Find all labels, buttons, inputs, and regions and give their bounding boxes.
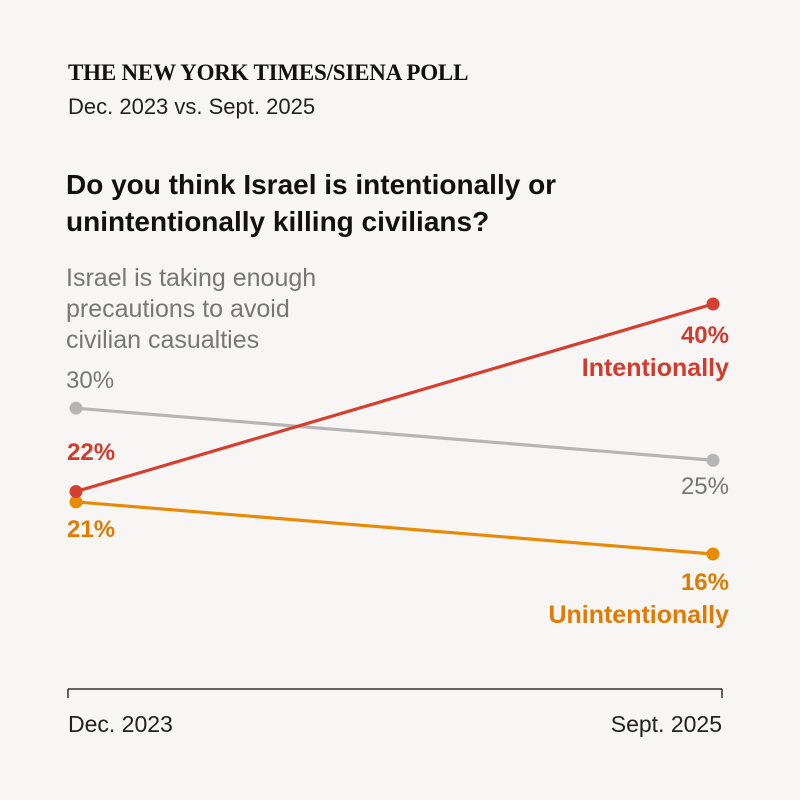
value-label-orange-start: 21% xyxy=(67,516,115,543)
data-point-red-1 xyxy=(706,297,720,311)
x-tick-label-dec-2023: Dec. 2023 xyxy=(68,711,173,737)
series-label-gray-line-3: civilian casualties xyxy=(66,326,259,354)
data-point-orange-1 xyxy=(706,547,720,561)
value-label-orange-end: 16% xyxy=(681,569,729,596)
data-point-gray-1 xyxy=(706,453,720,467)
series-line-gray xyxy=(74,406,715,462)
data-point-gray-0 xyxy=(69,401,83,415)
masthead: THE NEW YORK TIMES/SIENA POLL xyxy=(68,60,469,85)
value-label-red-end: 40% xyxy=(681,322,729,349)
value-label-gray-end: 25% xyxy=(681,473,729,500)
series-line-orange xyxy=(74,500,715,556)
series-label-unintentionally: Unintentionally xyxy=(548,601,729,629)
data-point-orange-0 xyxy=(69,495,83,509)
chart-title: Do you think Israel is intentionally or … xyxy=(66,169,557,237)
chart-subtitle: Dec. 2023 vs. Sept. 2025 xyxy=(68,94,316,119)
x-tick-label-sept-2025: Sept. 2025 xyxy=(611,711,722,737)
value-label-red-start: 22% xyxy=(67,439,115,466)
series-label-gray-line-1: Israel is taking enough xyxy=(66,264,316,292)
series-label-intentionally: Intentionally xyxy=(582,354,729,382)
series-line-red xyxy=(74,302,715,494)
data-point-red-0 xyxy=(69,485,83,498)
series-label-gray-line-2: precautions to avoid xyxy=(66,295,290,323)
value-label-gray-start: 30% xyxy=(66,367,114,394)
